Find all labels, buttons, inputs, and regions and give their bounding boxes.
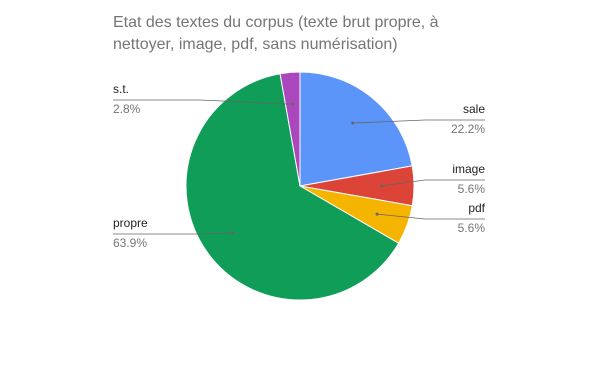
leader-dot xyxy=(380,184,384,188)
slice-label: propre xyxy=(113,216,148,230)
slice-value-label: 22.2% xyxy=(451,122,485,136)
slice-value-label: 63.9% xyxy=(113,236,147,250)
slice-label: sale xyxy=(463,102,485,116)
pie-slice xyxy=(185,73,400,301)
leader-dot xyxy=(291,102,295,106)
leader-line xyxy=(377,213,485,220)
leader-line xyxy=(382,179,485,187)
leader-dot xyxy=(231,231,235,235)
pie-slice xyxy=(299,71,413,187)
leader-line xyxy=(113,232,233,235)
slice-value-label: 5.6% xyxy=(458,221,486,235)
slice-label: image xyxy=(452,162,485,176)
pie-slice xyxy=(279,71,301,187)
leader-dot xyxy=(375,212,379,216)
slice-label: pdf xyxy=(468,201,485,215)
leader-line xyxy=(113,99,293,105)
slice-value-label: 5.6% xyxy=(458,182,486,196)
leader-line xyxy=(352,119,485,124)
slice-value-label: 2.8% xyxy=(113,102,141,116)
chart-title: Etat des textes du corpus (texte brut pr… xyxy=(113,14,439,53)
leader-dot xyxy=(351,121,355,125)
slice-label: s.t. xyxy=(113,82,129,96)
